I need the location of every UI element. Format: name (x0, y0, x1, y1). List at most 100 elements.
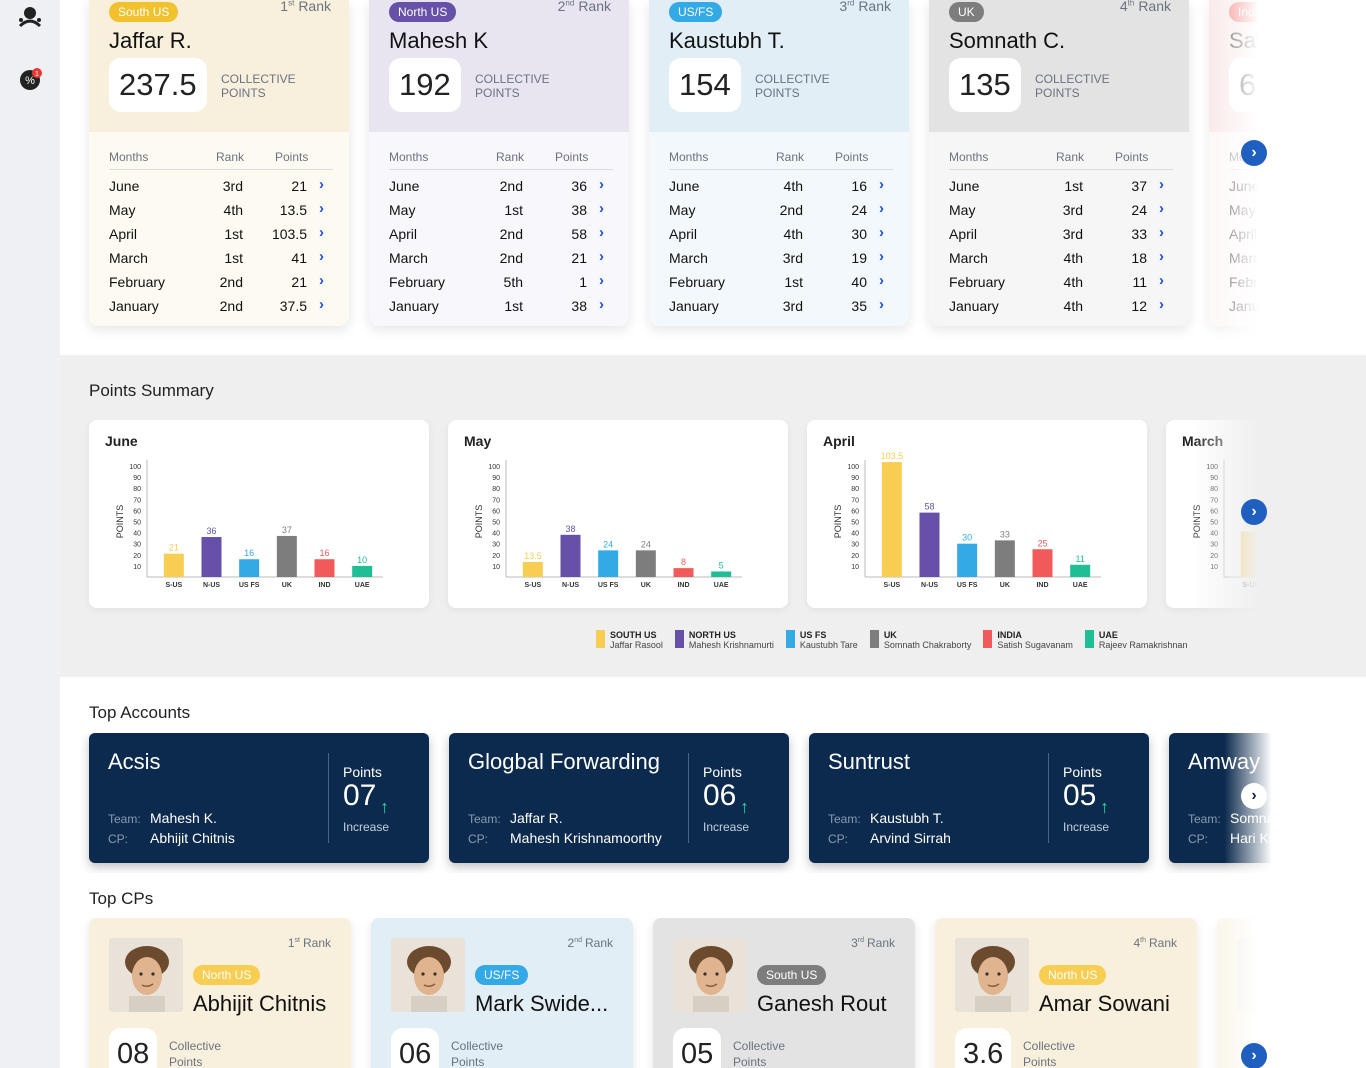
team-carousel-next-button[interactable]: › (1241, 140, 1267, 166)
rank-number: 3 (851, 936, 858, 950)
chevron-right-icon[interactable]: › (319, 200, 324, 217)
collective-points-label: COLLECTIVE POINTS (755, 72, 830, 100)
chevron-right-icon[interactable]: › (599, 176, 604, 193)
bar-value-label: 10 (357, 555, 367, 565)
chevron-right-icon[interactable]: › (879, 248, 884, 265)
cps-carousel-next-button[interactable]: › (1241, 1043, 1267, 1068)
team-label: Team: (1188, 812, 1221, 826)
chevron-right-icon[interactable]: › (1159, 200, 1164, 217)
legend-person: Mahesh Krishnamurti (688, 640, 774, 650)
region-badge: North US (193, 965, 261, 985)
rank-number: 2 (567, 936, 575, 950)
account-card[interactable]: Suntrust Team: Kaustubh T. CP: Arvind Sirrah… (809, 733, 1149, 863)
rank-number: 4 (1119, 0, 1128, 14)
month-points: 41 (291, 250, 307, 266)
y-axis-label: POINTS (833, 505, 843, 539)
month-name: Februar (1229, 274, 1276, 290)
chevron-right-icon[interactable]: › (319, 296, 324, 313)
bar-value-label: 21 (169, 543, 179, 553)
team-value: Jaffar R. (510, 810, 563, 826)
accounts-carousel-next-button[interactable]: › (1241, 783, 1267, 809)
bar-uae (1070, 564, 1091, 577)
chevron-right-icon[interactable]: › (319, 248, 324, 265)
x-tick-label: IND (1036, 582, 1048, 589)
collective-points-value: 192 (389, 58, 461, 112)
rank-suffix: th (1127, 0, 1135, 8)
chevron-right-icon[interactable]: › (879, 176, 884, 193)
account-card[interactable]: Acsis Team: Mahesh K. CP: Abhijit Chitnis Poi… (89, 733, 429, 863)
account-name: Amway (1188, 749, 1261, 774)
chart-card-may: May 10 20 30 40 50 60 70 80 90 100 POINTS 13.5 S-US 38… (448, 420, 788, 608)
cp-value: Hari Kr (1230, 830, 1274, 846)
discount-badge-icon[interactable]: % 1 (17, 66, 43, 92)
chevron-right-icon[interactable]: › (879, 224, 884, 241)
chevron-right-icon[interactable]: › (319, 176, 324, 193)
bar-value-label: 38 (565, 524, 575, 534)
chevron-right-icon[interactable]: › (599, 272, 604, 289)
cp-points-label: Collective Points (1023, 1038, 1075, 1068)
month-name: February (389, 274, 446, 290)
chevron-right-icon[interactable]: › (1159, 224, 1164, 241)
rank-number: 1 (280, 0, 289, 14)
chevron-right-icon[interactable]: › (1159, 296, 1164, 313)
col-header-months: Months (949, 150, 989, 164)
legend-person: Satish Sugavanam (997, 640, 1073, 650)
bar-value-label: 30 (962, 533, 972, 543)
bar-value-label: 36 (206, 526, 216, 536)
y-tick-label: 70 (1210, 497, 1218, 504)
rank-word: Rank (302, 936, 331, 950)
collective-points-label: COLLECTIVE POINTS (1035, 72, 1110, 100)
points-label: Points (703, 764, 742, 780)
bar-value-label: 24 (603, 539, 613, 549)
chevron-right-icon[interactable]: › (879, 272, 884, 289)
chevron-right-icon[interactable]: › (1159, 272, 1164, 289)
chevron-right-icon[interactable]: › (599, 224, 604, 241)
y-tick-label: 10 (492, 564, 500, 571)
month-name: February (109, 274, 166, 290)
y-tick-label: 70 (133, 497, 141, 504)
month-points: 21 (571, 250, 587, 266)
bar-n-us (919, 512, 940, 577)
bar-uae (352, 565, 373, 577)
account-card[interactable]: Glogbal Forwarding Team: Jaffar R. CP: Mahes… (449, 733, 789, 863)
chevron-right-icon[interactable]: › (319, 224, 324, 241)
col-header-rank: Rank (1056, 150, 1085, 164)
bar-uk (635, 550, 656, 577)
bar-value-label: 8 (681, 557, 686, 567)
chevron-right-icon[interactable]: › (599, 248, 604, 265)
top-cps-title: Top CPs (89, 889, 154, 908)
bar-us-fs (239, 559, 260, 577)
legend-team: NORTH US (688, 630, 736, 640)
chart-carousel-next-button[interactable]: › (1241, 499, 1267, 525)
chevron-right-icon[interactable]: › (599, 200, 604, 217)
legend-team: INDIA (997, 630, 1022, 640)
cp-name: Abhijit Chitnis (193, 991, 327, 1016)
y-tick-label: 40 (851, 531, 859, 538)
legend-swatch (1084, 630, 1094, 648)
bar-s-us (522, 562, 543, 577)
chevron-right-icon[interactable]: › (1159, 176, 1164, 193)
team-value: Mahesh K. (150, 810, 217, 826)
bar-chart: 10 20 30 40 50 60 70 80 90 100 POINTS 13.5 S-US 38 N-U… (474, 460, 742, 589)
points-value: 07 (343, 779, 377, 812)
chevron-right-icon[interactable]: › (879, 296, 884, 313)
x-tick-label: UK (641, 582, 651, 589)
bar-value-label: 37 (282, 525, 292, 535)
month-name: May (109, 202, 136, 218)
rank-number: 2 (557, 0, 566, 14)
chevron-right-icon[interactable]: › (1159, 248, 1164, 265)
month-name: March (669, 250, 708, 266)
chevron-right-icon[interactable]: › (319, 272, 324, 289)
legend-swatch (674, 630, 684, 648)
team-icon[interactable] (17, 4, 43, 30)
increase-label: Increase (703, 820, 750, 834)
collective-points-label: COLLECTIVE POINTS (475, 72, 550, 100)
increase-label: Increase (1063, 820, 1110, 834)
up-arrow-icon: ↑ (380, 797, 389, 817)
month-rank: 1st (504, 202, 523, 218)
accounts-carousel: Acsis Team: Mahesh K. CP: Abhijit Chitnis Poi… (60, 733, 1276, 873)
chevron-right-icon[interactable]: › (599, 296, 604, 313)
chevron-right-icon[interactable]: › (879, 200, 884, 217)
x-tick-label: S-US (524, 582, 541, 589)
legend-text: UAE Rajeev Ramakrishnan (1099, 630, 1188, 650)
